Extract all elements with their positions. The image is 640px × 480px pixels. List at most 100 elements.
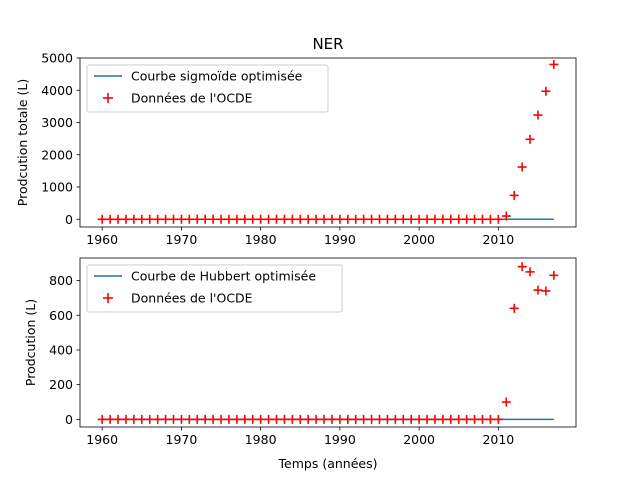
data-point xyxy=(137,214,147,224)
data-point xyxy=(161,414,171,424)
data-point xyxy=(390,414,400,424)
x-tick-label: 1980 xyxy=(245,432,277,447)
data-point xyxy=(145,414,155,424)
data-point xyxy=(335,214,345,224)
data-point xyxy=(192,414,202,424)
data-point xyxy=(549,270,559,280)
data-point xyxy=(113,414,123,424)
data-point xyxy=(200,214,210,224)
data-point xyxy=(105,214,115,224)
data-point xyxy=(367,214,377,224)
data-point xyxy=(501,397,511,407)
data-point xyxy=(248,214,258,224)
data-point xyxy=(97,414,107,424)
data-point xyxy=(533,285,543,295)
axis-ticks: 1960 1970 1980 1990 2000 2010 0 200 400 600 800 xyxy=(49,273,514,447)
data-point xyxy=(176,414,186,424)
data-point xyxy=(533,110,543,120)
data-point xyxy=(145,214,155,224)
x-axis-label: Temps (années) xyxy=(278,456,378,471)
plot-area-frame xyxy=(79,57,577,228)
data-point xyxy=(343,414,353,424)
data-point xyxy=(478,414,488,424)
data-point xyxy=(113,214,123,224)
data-point xyxy=(216,414,226,424)
data-point xyxy=(422,214,432,224)
data-point xyxy=(184,414,194,424)
data-point xyxy=(485,414,495,424)
data-point xyxy=(501,211,511,221)
plot-area-frame xyxy=(79,257,577,428)
data-point xyxy=(319,214,329,224)
data-point xyxy=(271,214,281,224)
data-point xyxy=(224,214,234,224)
data-point xyxy=(295,414,305,424)
y-tick-label: 0 xyxy=(65,412,73,427)
data-point xyxy=(279,214,289,224)
data-point xyxy=(430,214,440,224)
y-tick-label: 1000 xyxy=(41,180,73,195)
data-point xyxy=(398,214,408,224)
data-point xyxy=(382,214,392,224)
data-point xyxy=(414,214,424,224)
data-point xyxy=(97,214,107,224)
data-point xyxy=(264,414,274,424)
data-point xyxy=(485,214,495,224)
data-point xyxy=(319,414,329,424)
data-point xyxy=(375,214,385,224)
data-point xyxy=(232,414,242,424)
legend-entry-scatter: Données de l'OCDE xyxy=(131,91,253,106)
data-point xyxy=(359,214,369,224)
data-point xyxy=(525,134,535,144)
data-point xyxy=(264,214,274,224)
data-point xyxy=(382,414,392,424)
x-tick-label: 1970 xyxy=(166,232,198,247)
x-tick-label: 1990 xyxy=(324,232,356,247)
x-tick-label: 2000 xyxy=(403,432,435,447)
data-point xyxy=(375,414,385,424)
data-point xyxy=(248,414,258,424)
data-point xyxy=(359,414,369,424)
x-tick-label: 2010 xyxy=(482,232,514,247)
data-point xyxy=(541,86,551,96)
x-tick-label: 1960 xyxy=(86,232,118,247)
y-tick-label: 3000 xyxy=(41,115,73,130)
chart-annual-production: Prodcution (L) Temps (années) 1960 1970 19… xyxy=(23,257,577,471)
data-point xyxy=(430,414,440,424)
data-point xyxy=(493,414,503,424)
data-point xyxy=(184,214,194,224)
data-point xyxy=(343,214,353,224)
data-point xyxy=(256,214,266,224)
data-point xyxy=(541,286,551,296)
data-point xyxy=(509,190,519,200)
data-point xyxy=(422,414,432,424)
y-tick-label: 5000 xyxy=(41,51,73,66)
data-point xyxy=(129,414,139,424)
data-point xyxy=(311,414,321,424)
data-point xyxy=(271,414,281,424)
data-point xyxy=(351,414,361,424)
chart-title: NER xyxy=(312,35,343,53)
data-point xyxy=(168,414,178,424)
data-point xyxy=(161,214,171,224)
data-point xyxy=(549,59,559,69)
y-tick-label: 400 xyxy=(49,342,73,357)
x-tick-label: 2000 xyxy=(403,232,435,247)
data-point xyxy=(176,214,186,224)
data-point xyxy=(478,214,488,224)
data-point xyxy=(470,414,480,424)
data-point xyxy=(224,414,234,424)
legend-entry-line: Courbe sigmoïde optimisée xyxy=(131,69,303,84)
data-point xyxy=(398,414,408,424)
data-point xyxy=(279,414,289,424)
data-point xyxy=(303,214,313,224)
data-point xyxy=(256,414,266,424)
y-tick-label: 0 xyxy=(65,212,73,227)
data-point xyxy=(137,414,147,424)
legend-entry-line: Courbe de Hubbert optimisée xyxy=(131,269,316,284)
data-point xyxy=(121,214,131,224)
data-point xyxy=(240,414,250,424)
data-point xyxy=(517,162,527,172)
data-point xyxy=(192,214,202,224)
